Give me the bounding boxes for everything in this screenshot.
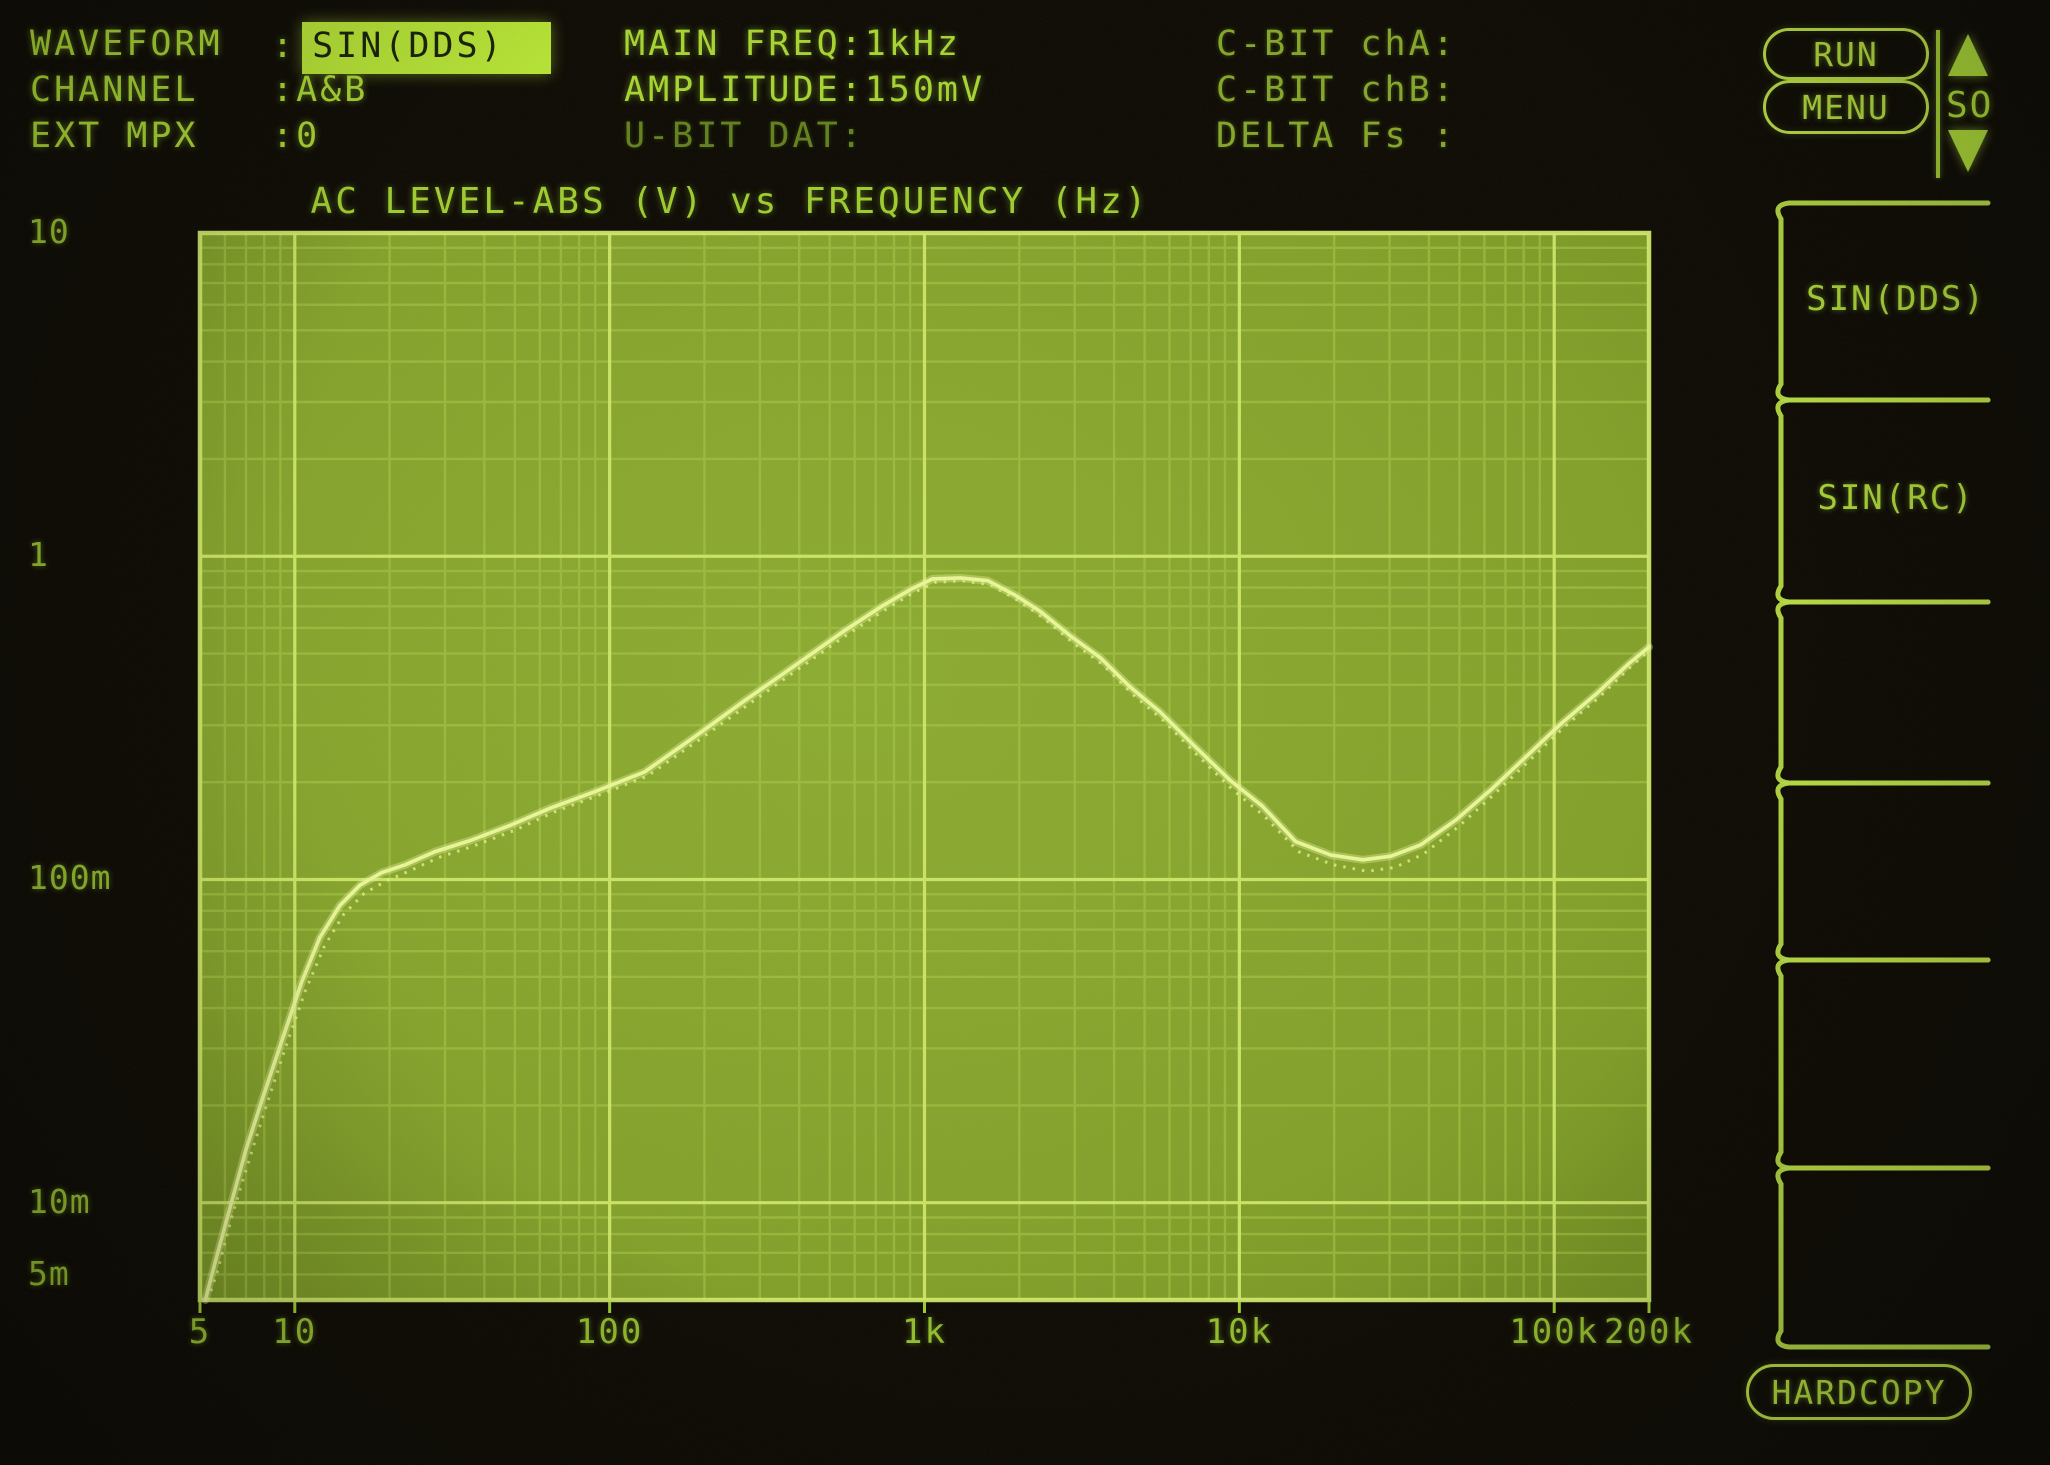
- softkey-bracket-6[interactable]: [1775, 1165, 1991, 1350]
- softkey-bracket-5[interactable]: [1775, 957, 1991, 1171]
- softkey-bracket-4[interactable]: [1775, 780, 1991, 963]
- softkey-item-sin-dds-[interactable]: SIN(DDS): [1806, 278, 1986, 319]
- softkey-item-sin-rc-[interactable]: SIN(RC): [1817, 478, 1975, 518]
- hardcopy-button[interactable]: HARDCOPY: [1746, 1364, 1972, 1420]
- softkey-bracket-3[interactable]: [1775, 599, 1991, 786]
